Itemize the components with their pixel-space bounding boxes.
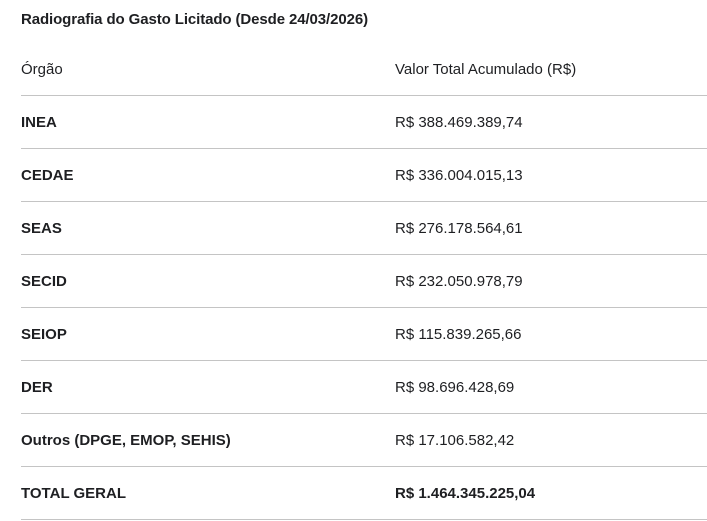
table-row: SECID R$ 232.050.978,79 (21, 255, 707, 308)
valor-cell: R$ 98.696.428,69 (395, 378, 515, 396)
valor-cell: R$ 232.050.978,79 (395, 272, 523, 290)
valor-cell: R$ 115.839.265,66 (395, 325, 522, 343)
table-row: SEAS R$ 276.178.564,61 (21, 202, 707, 255)
valor-cell: R$ 388.469.389,74 (395, 113, 523, 131)
total-label-cell: TOTAL GERAL (21, 484, 126, 502)
valor-cell: R$ 336.004.015,13 (395, 166, 523, 184)
orgao-cell: DER (21, 378, 53, 396)
orgao-cell: SECID (21, 272, 67, 290)
orgao-cell: SEAS (21, 219, 62, 237)
column-header-orgao: Órgão (21, 61, 63, 78)
table-total-row: TOTAL GERAL R$ 1.464.345.225,04 (21, 467, 707, 520)
table-row: INEA R$ 388.469.389,74 (21, 96, 707, 149)
valor-cell: R$ 276.178.564,61 (395, 219, 523, 237)
page-title: Radiografia do Gasto Licitado (Desde 24/… (21, 11, 368, 28)
orgao-cell: CEDAE (21, 166, 74, 184)
column-header-valor: Valor Total Acumulado (R$) (395, 61, 577, 78)
table-row: SEIOP R$ 115.839.265,66 (21, 308, 707, 361)
orgao-cell: INEA (21, 113, 57, 131)
orgao-cell: Outros (DPGE, EMOP, SEHIS) (21, 431, 231, 449)
table-header-row: Órgão Valor Total Acumulado (R$) (21, 30, 707, 96)
table-row: DER R$ 98.696.428,69 (21, 361, 707, 414)
table-row: Outros (DPGE, EMOP, SEHIS) R$ 17.106.582… (21, 414, 707, 467)
valor-cell: R$ 17.106.582,42 (395, 431, 515, 449)
orgao-cell: SEIOP (21, 325, 67, 343)
total-value-cell: R$ 1.464.345.225,04 (395, 484, 536, 502)
table-row: CEDAE R$ 336.004.015,13 (21, 149, 707, 202)
spending-table: Órgão Valor Total Acumulado (R$) INEA R$… (21, 30, 707, 520)
